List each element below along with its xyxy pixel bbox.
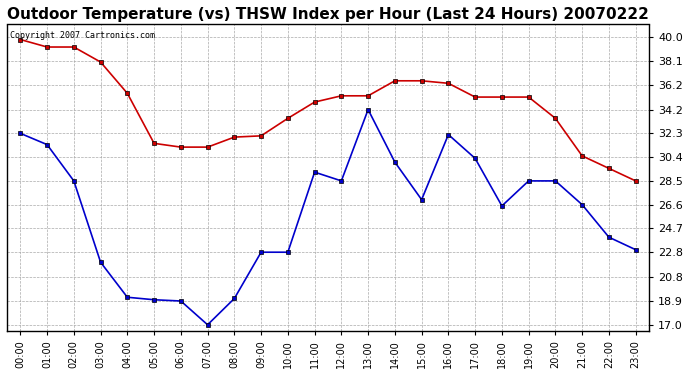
Title: Outdoor Temperature (vs) THSW Index per Hour (Last 24 Hours) 20070222: Outdoor Temperature (vs) THSW Index per …	[7, 7, 649, 22]
Text: Copyright 2007 Cartronics.com: Copyright 2007 Cartronics.com	[10, 31, 155, 40]
